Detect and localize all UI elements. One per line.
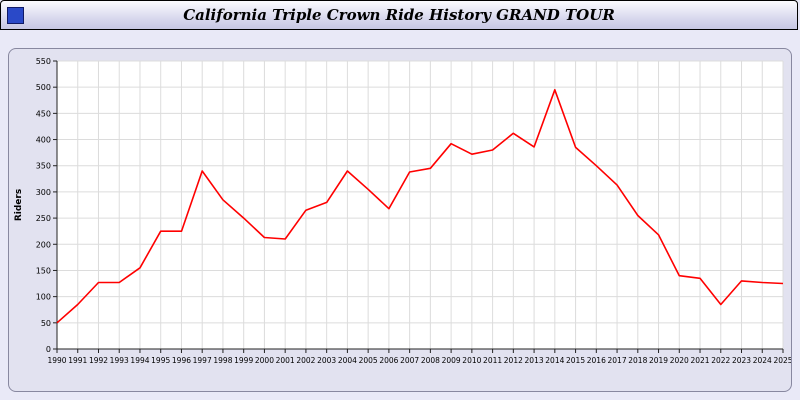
x-tick-label: 1998 xyxy=(213,356,232,365)
x-tick-label: 1995 xyxy=(151,356,170,365)
y-tick-label: 300 xyxy=(36,188,51,197)
x-tick-label: 2001 xyxy=(276,356,295,365)
window-icon[interactable] xyxy=(7,6,24,24)
x-tick-label: 1990 xyxy=(47,356,66,365)
x-tick-label: 2022 xyxy=(711,356,730,365)
x-tick-label: 2024 xyxy=(753,356,772,365)
title-bar: California Triple Crown Ride History GRA… xyxy=(0,0,798,30)
y-tick-label: 100 xyxy=(36,293,51,302)
x-tick-label: 2014 xyxy=(545,356,564,365)
x-tick-label: 2005 xyxy=(359,356,378,365)
plot-area xyxy=(57,61,783,349)
y-tick-label: 200 xyxy=(36,240,51,249)
x-tick-label: 2025 xyxy=(773,356,791,365)
x-tick-label: 2023 xyxy=(732,356,751,365)
x-tick-label: 2010 xyxy=(462,356,481,365)
x-tick-label: 2016 xyxy=(587,356,606,365)
y-tick-label: 550 xyxy=(36,57,51,66)
x-tick-label: 1991 xyxy=(68,356,87,365)
x-tick-label: 2006 xyxy=(379,356,398,365)
y-tick-label: 250 xyxy=(36,214,51,223)
y-axis-title: Riders xyxy=(14,189,24,221)
x-tick-label: 1993 xyxy=(110,356,129,365)
x-tick-label: 2019 xyxy=(649,356,668,365)
x-tick-label: 2009 xyxy=(442,356,461,365)
x-tick-label: 1997 xyxy=(193,356,212,365)
y-tick-label: 0 xyxy=(46,345,51,354)
x-tick-label: 1996 xyxy=(172,356,191,365)
y-tick-label: 500 xyxy=(36,83,51,92)
x-tick-label: 2021 xyxy=(690,356,709,365)
x-tick-label: 2020 xyxy=(670,356,689,365)
x-tick-label: 2004 xyxy=(338,356,357,365)
x-tick-label: 2003 xyxy=(317,356,336,365)
page-title: California Triple Crown Ride History GRA… xyxy=(183,6,615,24)
y-tick-label: 150 xyxy=(36,266,51,275)
x-tick-label: 2013 xyxy=(525,356,544,365)
x-tick-label: 2002 xyxy=(296,356,315,365)
x-tick-label: 2015 xyxy=(566,356,585,365)
x-tick-label: 2008 xyxy=(421,356,440,365)
x-tick-label: 2011 xyxy=(483,356,502,365)
x-tick-label: 2017 xyxy=(608,356,627,365)
x-tick-label: 1999 xyxy=(234,356,253,365)
x-tick-label: 2007 xyxy=(400,356,419,365)
riders-series-line xyxy=(56,88,784,324)
y-tick-label: 400 xyxy=(36,136,51,145)
x-tick-label: 2018 xyxy=(628,356,647,365)
y-tick-label: 450 xyxy=(36,109,51,118)
x-tick-label: 1994 xyxy=(130,356,149,365)
x-tick-label: 2012 xyxy=(504,356,523,365)
y-tick-label: 50 xyxy=(41,319,51,328)
x-tick-label: 2000 xyxy=(255,356,274,365)
y-tick-label: 350 xyxy=(36,162,51,171)
x-tick-label: 1992 xyxy=(89,356,108,365)
chart-panel: 0 50 100 150 200 250 300 350 400 450 500 550 1990 199… xyxy=(8,48,792,392)
